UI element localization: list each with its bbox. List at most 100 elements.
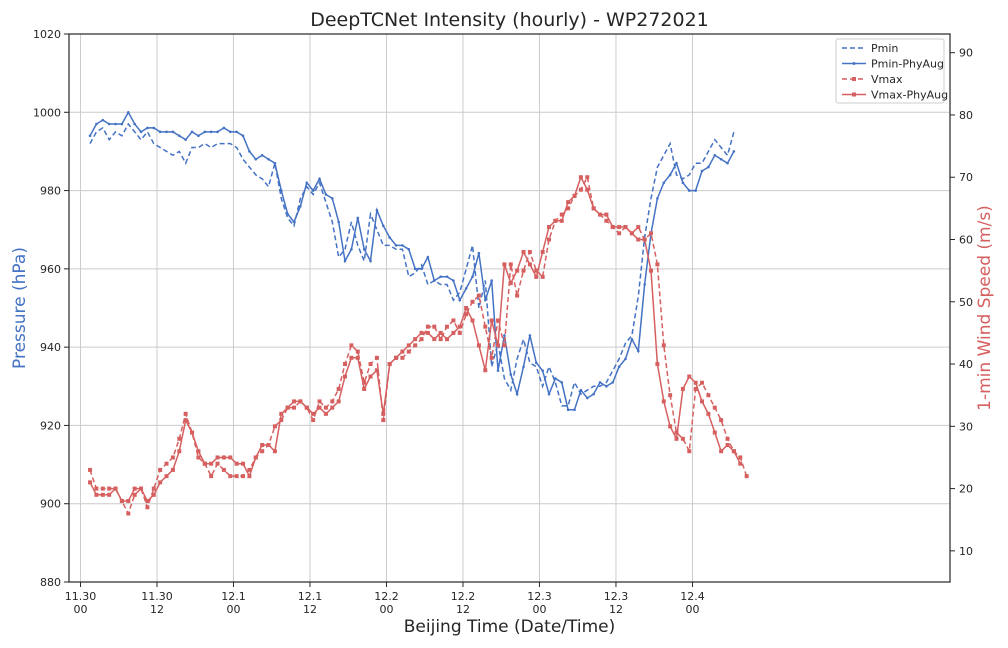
y-right-tick-label: 70 xyxy=(959,171,973,184)
data-point-vmax-phyaug xyxy=(107,492,112,497)
data-point-vmax xyxy=(100,486,105,491)
data-point-pmin-phyaug xyxy=(668,173,672,177)
data-point-vmax-phyaug xyxy=(88,480,93,485)
data-point-vmax xyxy=(292,405,297,410)
data-point-vmax-phyaug xyxy=(202,461,207,466)
data-point-vmax-phyaug xyxy=(655,362,660,367)
data-point-vmax-phyaug xyxy=(253,455,258,460)
data-point-vmax-phyaug xyxy=(604,212,609,217)
data-point-vmax-phyaug xyxy=(731,449,736,454)
y-right-tick-label: 90 xyxy=(959,47,973,60)
series-line-pmin xyxy=(89,122,735,407)
data-point-pmin-phyaug xyxy=(337,220,340,224)
data-point-vmax-phyaug xyxy=(394,355,399,360)
data-point-vmax xyxy=(515,293,520,298)
data-point-vmax-phyaug xyxy=(330,405,335,410)
data-point-vmax-phyaug xyxy=(483,368,488,373)
data-point-pmin-phyaug xyxy=(687,189,691,192)
data-point-vmax-phyaug xyxy=(470,318,475,323)
data-point-vmax-phyaug xyxy=(419,330,424,335)
data-point-vmax-phyaug xyxy=(496,343,501,348)
data-point-pmin-phyaug xyxy=(547,392,551,396)
data-point-vmax xyxy=(534,268,539,273)
data-point-vmax-phyaug xyxy=(355,355,360,360)
data-point-vmax xyxy=(400,355,405,360)
data-point-vmax xyxy=(451,318,456,323)
data-point-vmax-phyaug xyxy=(451,330,456,335)
x-tick-label: 12.3 xyxy=(604,590,629,603)
data-point-pmin-phyaug xyxy=(273,161,277,165)
data-point-pmin-phyaug xyxy=(515,392,519,396)
data-point-vmax xyxy=(381,418,386,423)
x-tick-label: 12 xyxy=(456,603,470,616)
data-point-pmin-phyaug xyxy=(165,130,168,134)
x-tick-label: 00 xyxy=(532,603,546,616)
data-point-vmax xyxy=(432,324,437,329)
data-point-vmax-phyaug xyxy=(196,449,201,454)
data-point-vmax-phyaug xyxy=(629,231,634,236)
data-point-pmin-phyaug xyxy=(605,384,608,388)
data-point-vmax-phyaug xyxy=(534,274,539,279)
data-point-pmin-phyaug xyxy=(719,157,723,161)
legend-marker-vmax xyxy=(852,77,856,81)
data-point-vmax xyxy=(725,436,730,441)
x-tick-label: 12 xyxy=(150,603,164,616)
data-point-vmax-phyaug xyxy=(725,443,730,447)
x-tick-label: 12.3 xyxy=(527,590,552,603)
data-point-vmax xyxy=(496,318,501,323)
legend-box xyxy=(835,38,945,104)
data-point-vmax xyxy=(476,293,481,298)
legend-label-pmin-phyaug: Pmin-PhyAug xyxy=(871,58,944,71)
data-point-vmax xyxy=(349,343,354,348)
data-point-vmax-phyaug xyxy=(680,386,685,391)
data-point-vmax-phyaug xyxy=(317,405,322,410)
y-left-tick-label: 960 xyxy=(40,263,61,276)
data-point-pmin-phyaug xyxy=(426,255,430,259)
data-point-vmax xyxy=(228,474,233,479)
data-point-pmin-phyaug xyxy=(305,181,309,185)
data-point-vmax xyxy=(215,461,220,466)
y-left-tick-label: 920 xyxy=(40,419,61,432)
data-point-vmax-phyaug xyxy=(687,374,692,379)
data-point-vmax xyxy=(744,474,749,479)
data-point-pmin-phyaug xyxy=(209,130,213,134)
data-point-vmax xyxy=(151,486,156,491)
x-tick-label: 12.1 xyxy=(221,590,246,603)
data-point-pmin-phyaug xyxy=(381,224,385,228)
y-left-tick-label: 880 xyxy=(40,576,61,589)
data-point-vmax xyxy=(311,418,316,423)
data-point-pmin-phyaug xyxy=(598,381,602,384)
data-point-pmin-phyaug xyxy=(713,154,717,157)
data-point-pmin-phyaug xyxy=(413,267,417,271)
data-point-pmin-phyaug xyxy=(554,377,557,380)
data-point-vmax-phyaug xyxy=(368,374,373,379)
data-point-vmax xyxy=(578,187,583,192)
data-point-pmin-phyaug xyxy=(177,134,181,138)
data-point-pmin-phyaug xyxy=(407,247,411,251)
data-point-pmin-phyaug xyxy=(496,369,500,372)
data-point-vmax xyxy=(260,449,265,454)
data-point-pmin-phyaug xyxy=(522,365,525,369)
x-tick-label: 12 xyxy=(303,603,317,616)
data-point-pmin-phyaug xyxy=(107,122,111,126)
data-point-pmin-phyaug xyxy=(120,122,124,126)
data-point-vmax-phyaug xyxy=(432,337,437,342)
x-tick-label: 12 xyxy=(609,603,623,616)
data-point-pmin-phyaug xyxy=(158,130,162,134)
data-point-vmax-phyaug xyxy=(145,499,150,504)
data-point-vmax-phyaug xyxy=(712,430,717,435)
data-point-vmax xyxy=(483,324,488,329)
data-point-pmin-phyaug xyxy=(139,130,143,134)
data-point-vmax-phyaug xyxy=(591,206,596,211)
x-tick-label: 11.30 xyxy=(141,590,173,603)
data-point-pmin-phyaug xyxy=(375,208,379,212)
y-left-tick-label: 900 xyxy=(40,498,61,511)
data-point-vmax-phyaug xyxy=(387,362,392,367)
data-point-vmax xyxy=(317,399,322,404)
data-point-vmax-phyaug xyxy=(336,399,341,404)
data-point-pmin-phyaug xyxy=(330,197,334,200)
data-point-pmin-phyaug xyxy=(585,396,589,400)
data-point-vmax-phyaug xyxy=(381,411,386,416)
data-point-vmax-phyaug xyxy=(374,368,379,373)
